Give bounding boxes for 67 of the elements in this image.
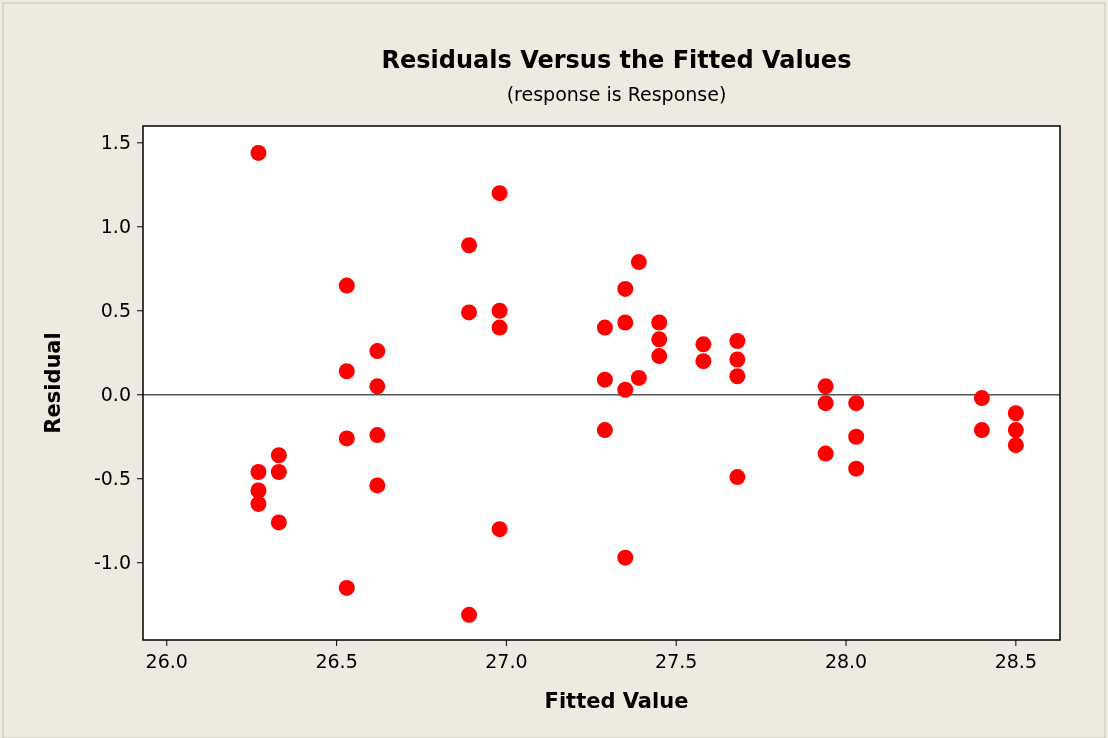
point (596, 371, 613, 388)
point (1007, 422, 1024, 439)
point (270, 514, 287, 531)
point (695, 336, 712, 353)
y-tick-label: 1.5 (100, 131, 131, 154)
point (461, 606, 478, 623)
point (369, 343, 386, 360)
x-tick-label: 27.5 (655, 650, 698, 672)
point (338, 430, 355, 447)
point (270, 447, 287, 464)
x-axis-title: Fitted Value (544, 689, 689, 713)
point (729, 351, 746, 368)
y-tick-label: -0.5 (93, 467, 131, 490)
point (369, 378, 386, 395)
point (973, 390, 990, 407)
point (461, 237, 478, 254)
point (617, 549, 634, 566)
point (651, 314, 668, 331)
point (729, 333, 746, 349)
point (338, 363, 355, 380)
point (369, 427, 386, 444)
point (250, 464, 267, 481)
point (369, 477, 386, 494)
x-tick-label: 26.5 (315, 650, 358, 672)
y-tick-label: 1.0 (100, 215, 131, 238)
x-tick-label: 26.0 (145, 650, 188, 672)
y-tick-label: -1.0 (93, 551, 131, 574)
point (491, 185, 508, 202)
point (630, 254, 647, 271)
point (270, 464, 287, 481)
point (617, 381, 634, 398)
point (491, 521, 508, 538)
point (695, 353, 712, 370)
point (250, 144, 267, 161)
x-tick-label: 27.0 (485, 650, 528, 672)
point (617, 314, 634, 331)
point (338, 579, 355, 596)
point (973, 422, 990, 439)
chart-title: Residuals Versus the Fitted Values (381, 46, 852, 74)
point (729, 469, 746, 486)
x-tick-label: 28.0 (824, 650, 868, 672)
point (817, 378, 834, 395)
y-tick-label: 0.5 (100, 299, 131, 322)
point (1007, 437, 1024, 454)
point (250, 482, 267, 499)
point (338, 277, 355, 294)
point (630, 369, 647, 386)
point (651, 348, 668, 365)
point (848, 460, 865, 477)
chart-subtitle: (response is Response) (506, 83, 727, 105)
y-tick-label: 0.0 (100, 383, 131, 406)
point (491, 319, 508, 336)
point (848, 395, 865, 412)
point (250, 495, 267, 512)
point (651, 331, 668, 348)
point (596, 422, 613, 439)
point (596, 319, 613, 336)
point (817, 395, 834, 412)
point (848, 428, 865, 445)
y-axis-title: Residual (41, 332, 65, 434)
point (729, 368, 746, 385)
point (461, 304, 478, 321)
point (617, 280, 634, 297)
point (817, 445, 834, 462)
point (491, 302, 508, 319)
point (1007, 405, 1024, 422)
x-tick-label: 28.5 (994, 650, 1037, 672)
